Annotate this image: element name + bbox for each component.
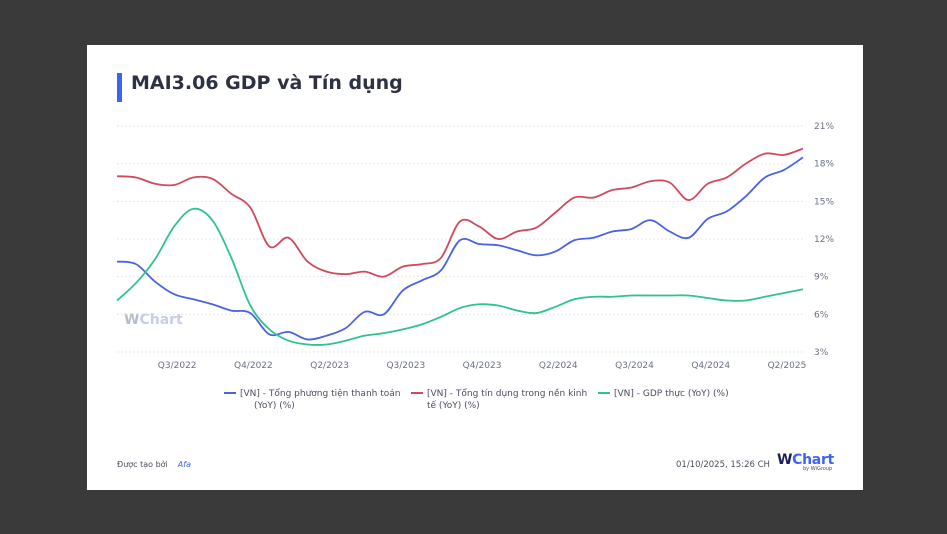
footer-credit: Được tạo bởi Afa xyxy=(117,460,191,469)
x-tick-label: Q3/2023 xyxy=(386,361,425,371)
legend-swatch-gdp xyxy=(598,391,610,394)
legend-label-m2-cont: (YoY) (%) xyxy=(254,401,295,411)
chart-title: MAI3.06 GDP và Tín dụng xyxy=(131,72,403,94)
y-axis-ticks: 3% 6% 9% 12% 15% 18% 21% xyxy=(814,122,834,358)
logo-subtitle: by WiGroup xyxy=(803,466,833,472)
logo-w: W xyxy=(777,452,793,468)
legend-item-credit[interactable]: [VN] - Tổng tín dụng trong nền kinh tế (Y… xyxy=(411,388,587,412)
legend-item-m2[interactable]: [VN] - Tổng phương tiện thanh toán (YoY) … xyxy=(224,388,400,412)
x-tick-label: Q4/2022 xyxy=(234,361,273,371)
y-tick-label: 6% xyxy=(814,310,829,320)
x-tick-label: Q2/2024 xyxy=(539,361,578,371)
gridlines xyxy=(117,125,803,353)
wichart-logo[interactable]: WChart by WiGroup xyxy=(777,449,834,472)
legend-label-credit: [VN] - Tổng tín dụng trong nền kinh xyxy=(427,389,588,399)
series-lines xyxy=(116,147,804,346)
series-line-credit[interactable] xyxy=(116,147,804,278)
x-tick-label: Q2/2025 xyxy=(768,361,807,371)
x-tick-label: Q2/2023 xyxy=(310,361,349,371)
watermark-logo: WChart xyxy=(124,312,183,328)
footer-timestamp: 01/10/2025, 15:26 CH xyxy=(676,460,770,470)
author-link[interactable]: Afa xyxy=(177,460,191,469)
y-tick-label: 18% xyxy=(814,160,834,170)
legend-label-credit-cont: tế (YoY) (%) xyxy=(427,401,480,411)
created-by-label: Được tạo bởi xyxy=(117,460,168,469)
x-tick-label: Q3/2022 xyxy=(158,361,197,371)
y-tick-label: 15% xyxy=(814,197,834,207)
y-tick-label: 9% xyxy=(814,273,829,283)
chart-card xyxy=(87,45,863,490)
series-line-gdp[interactable] xyxy=(116,207,804,346)
legend-swatch-m2 xyxy=(224,391,236,394)
legend-label-m2: [VN] - Tổng phương tiện thanh toán xyxy=(240,389,401,399)
x-tick-label: Q4/2024 xyxy=(691,361,730,371)
legend-item-gdp[interactable]: [VN] - GDP thực (YoY) (%) xyxy=(598,388,729,400)
x-tick-label: Q4/2023 xyxy=(463,361,502,371)
y-tick-label: 21% xyxy=(814,122,834,132)
y-tick-label: 12% xyxy=(814,235,834,245)
series-line-m2[interactable] xyxy=(116,156,804,341)
watermark-w: W xyxy=(124,312,140,328)
watermark-text: Chart xyxy=(139,312,183,328)
title-accent-bar xyxy=(117,73,122,102)
legend-label-gdp: [VN] - GDP thực (YoY) (%) xyxy=(614,389,729,399)
x-axis-ticks: Q3/2022 Q4/2022 Q2/2023 Q3/2023 Q4/2023 Q2/20… xyxy=(158,361,807,371)
y-tick-label: 3% xyxy=(814,348,829,358)
logo-text: Chart xyxy=(792,452,834,468)
legend-swatch-credit xyxy=(411,391,423,394)
x-tick-label: Q3/2024 xyxy=(615,361,654,371)
